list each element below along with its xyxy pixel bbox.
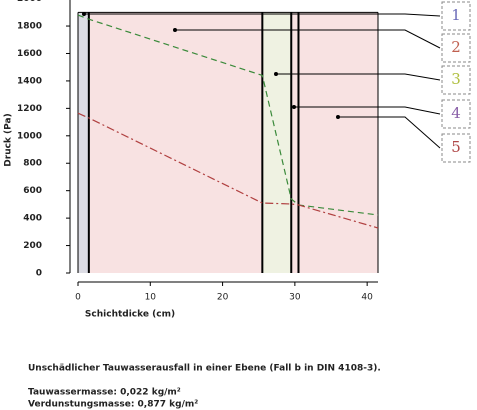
note: Unschädlicher Tauwasserausfall in einer … [28,364,381,374]
y-tick-label: 600 [23,186,42,196]
y-tick-label: 2000 [17,0,42,4]
y-axis-label: Druck (Pa) [4,113,14,166]
y-tick-label: 1600 [17,49,42,59]
dot [292,105,296,109]
pressure-line [77,112,379,229]
annotation-label: 1 [451,6,461,24]
x-tick-label: 30 [289,293,301,303]
y-tick-label: 1800 [17,22,42,32]
leader [276,73,441,81]
y-tick-label: 400 [23,214,42,224]
label-box [441,65,471,95]
leader [294,106,441,115]
plot: 0 200 400 600 800 1000 1200 1400 1600 1800 2000 0 10… [17,0,379,303]
layer [88,12,263,273]
note: Verdunstungsmasse: 0,877 kg/m² [28,400,198,410]
leaders [82,1,471,163]
note: Tauwassermasse: 0,022 kg/m² [28,388,181,398]
x-tick-label: 10 [145,293,157,303]
dot [336,115,340,119]
annotation-label: 2 [451,38,461,56]
leader [175,29,441,49]
layer [291,12,299,273]
layer [78,12,89,273]
annotation-label: 4 [451,104,461,122]
dot [274,72,278,76]
x-axis-label: Schichtdicke (cm) [85,310,175,320]
label-box [441,1,471,31]
x-tick-label: 20 [217,293,229,303]
leader [338,116,441,149]
layer [262,12,292,273]
y-tick-label: 1200 [17,104,42,114]
dot [82,12,86,16]
layer [298,12,378,273]
label-box [441,33,471,63]
label-box [441,133,471,163]
y-tick-label: 200 [23,241,42,251]
leader [84,13,441,17]
y-tick-label: 1400 [17,76,42,86]
annotation-label: 3 [451,70,461,88]
label-box [441,99,471,129]
y-tick-label: 1000 [17,131,42,141]
y-tick-label: 0 [36,269,42,279]
x-tick-label: 0 [75,293,81,303]
y-tick-label: 800 [23,159,42,169]
dot [173,28,177,32]
x-tick-label: 40 [361,293,373,303]
annotation-label: 5 [451,138,461,156]
pressure-line [77,14,379,216]
